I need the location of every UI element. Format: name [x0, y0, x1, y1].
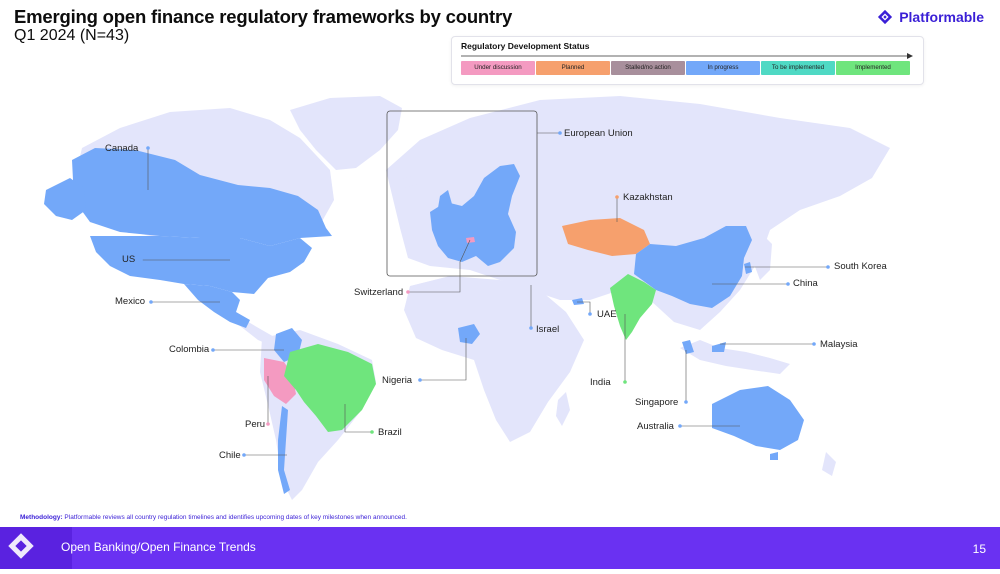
page-title: Emerging open finance regulatory framewo…: [14, 6, 513, 27]
region-european-union-isles: [438, 190, 452, 212]
country-brazil: [284, 344, 376, 432]
country-south-korea: [744, 262, 752, 274]
country-us: [90, 236, 312, 294]
country-nigeria: [458, 324, 480, 344]
label-chile: Chile: [219, 450, 241, 461]
country-us-alaska: [44, 178, 86, 220]
country-chile: [278, 406, 290, 494]
label-nigeria: Nigeria: [382, 375, 413, 386]
world-map: [44, 96, 890, 500]
footer-bar: Open Banking/Open Finance Trends 15: [0, 527, 1000, 569]
legend-item-planned: Planned: [536, 61, 610, 75]
country-australia: [712, 386, 804, 450]
country-uae: [572, 298, 584, 305]
country-switzerland: [466, 237, 475, 243]
region-european-union: [430, 164, 520, 266]
country-mexico: [184, 284, 250, 328]
footer-logo: [0, 527, 72, 569]
country-canada: [72, 148, 332, 246]
methodology-label: Methodology:: [20, 514, 63, 521]
legend-item-in-progress: In progress: [686, 61, 760, 75]
legend-item-implemented: Implemented: [836, 61, 910, 75]
label-brazil: Brazil: [378, 427, 402, 438]
label-australia: Australia: [637, 421, 674, 432]
platformable-footer-icon: [8, 533, 34, 559]
methodology-note: Methodology: Platformable reviews all co…: [20, 514, 407, 521]
methodology-text: Platformable reviews all country regulat…: [64, 514, 407, 521]
label-us: US: [122, 254, 136, 265]
legend-title: Regulatory Development Status: [461, 41, 590, 51]
country-india: [610, 274, 656, 340]
country-australia-tasmania: [770, 452, 778, 460]
legend-items: Under discussion Planned Stalled/no acti…: [461, 61, 910, 75]
label-singapore: Singapore: [635, 397, 679, 408]
label-peru: Peru: [245, 419, 266, 430]
label-switzerland: Switzerland: [354, 287, 404, 298]
country-kazakhstan: [562, 218, 650, 256]
label-india: India: [590, 377, 611, 388]
brand-logo: Platformable: [877, 9, 984, 25]
footer-title: Open Banking/Open Finance Trends: [61, 540, 256, 554]
label-south-korea: South Korea: [834, 261, 887, 272]
status-countries: [44, 148, 804, 494]
legend-item-under-discussion: Under discussion: [461, 61, 535, 75]
label-uae: UAE: [597, 309, 617, 320]
legend-item-stalled: Stalled/no action: [611, 61, 685, 75]
legend-item-to-be-implemented: To be implemented: [761, 61, 835, 75]
label-china: China: [793, 278, 818, 289]
legend-arrow-icon: [461, 53, 913, 59]
label-mexico: Mexico: [115, 296, 146, 307]
leader-dots: [139, 131, 830, 457]
brand-name: Platformable: [899, 9, 984, 25]
country-malaysia: [682, 340, 726, 354]
label-israel: Israel: [536, 324, 560, 335]
platformable-logo-icon: [878, 9, 893, 25]
label-malaysia: Malaysia: [820, 339, 858, 350]
status-legend: Regulatory Development Status Under disc…: [451, 36, 924, 85]
page-subtitle: Q1 2024 (N=43): [14, 27, 130, 44]
label-colombia: Colombia: [169, 344, 210, 355]
leader-lines: [141, 132, 828, 456]
european-union-frame: [386, 110, 538, 277]
label-european-union: European Union: [564, 128, 633, 139]
page-number: 15: [972, 542, 986, 556]
label-canada: Canada: [105, 143, 139, 154]
country-china: [634, 226, 752, 308]
label-kazakhstan: Kazakhstan: [623, 192, 673, 203]
